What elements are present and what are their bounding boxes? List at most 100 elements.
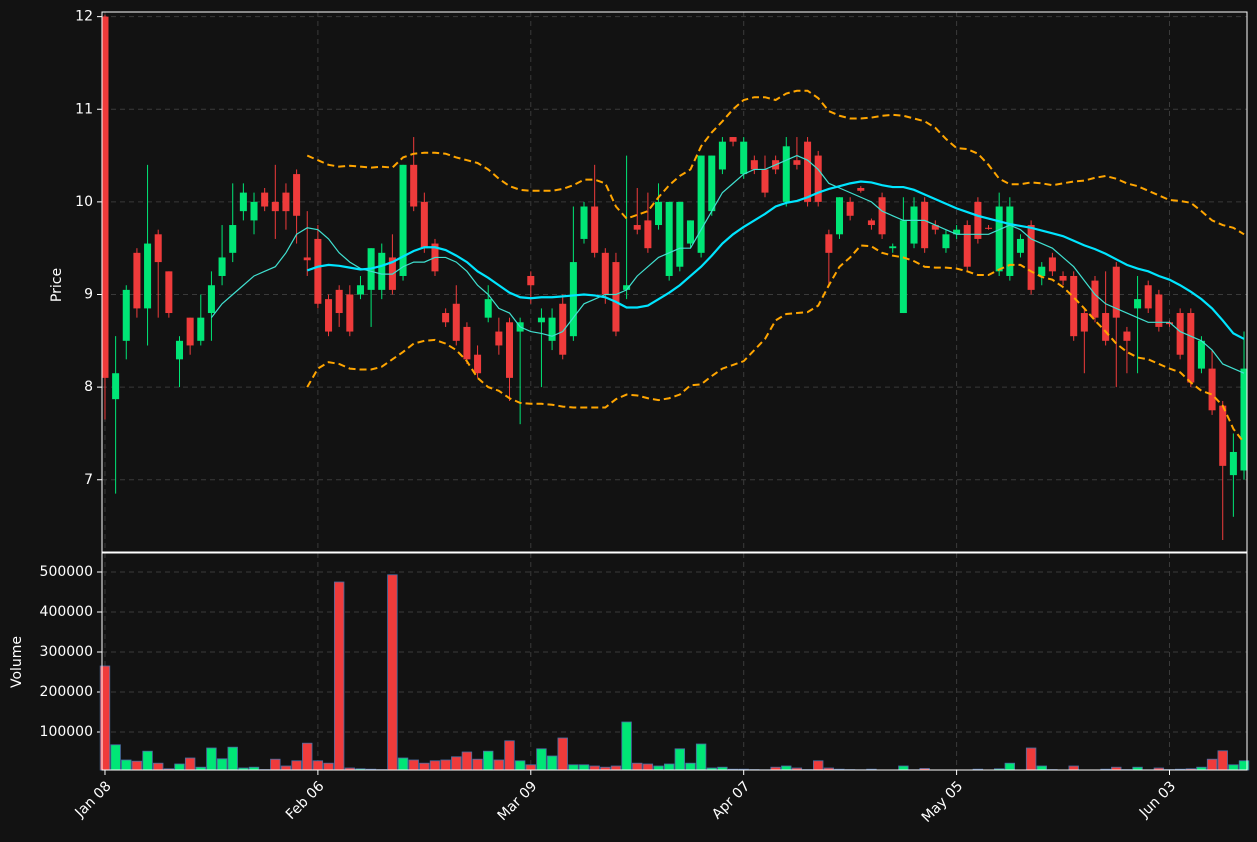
candle-body bbox=[867, 220, 875, 226]
candle-body bbox=[655, 201, 663, 226]
volume-bar bbox=[557, 737, 568, 771]
volume-bar bbox=[174, 763, 185, 771]
y-axis-label: Price bbox=[49, 268, 65, 302]
candle-body bbox=[250, 201, 258, 221]
candle-body bbox=[442, 313, 450, 323]
candle-body bbox=[686, 220, 694, 244]
y-tick-label: 500000 bbox=[40, 564, 93, 580]
overlay-line bbox=[210, 154, 1245, 374]
overlay-line bbox=[306, 180, 1245, 340]
volume-bar bbox=[419, 762, 430, 771]
candle-body bbox=[846, 201, 854, 216]
candle-body bbox=[1134, 299, 1142, 309]
volume-bar bbox=[227, 746, 238, 771]
candle-body bbox=[1176, 313, 1184, 355]
y-tick-label: 9 bbox=[84, 287, 93, 303]
candle-body bbox=[825, 234, 833, 253]
volume-bar bbox=[653, 765, 664, 771]
candle-body bbox=[495, 331, 503, 346]
candle-body bbox=[537, 317, 545, 323]
volume-bar bbox=[621, 721, 632, 771]
volume-bar bbox=[898, 765, 909, 771]
candle-body bbox=[921, 201, 929, 249]
y-tick-label: 400000 bbox=[40, 604, 93, 620]
volume-bar bbox=[514, 760, 526, 771]
volume-bar bbox=[131, 760, 143, 771]
candle-body bbox=[1240, 368, 1248, 471]
volume-bar bbox=[1217, 750, 1228, 771]
candle-body bbox=[101, 16, 109, 378]
volume-bar bbox=[397, 757, 409, 771]
volume-bar bbox=[1036, 765, 1047, 771]
candle-body bbox=[793, 160, 801, 165]
candle-body bbox=[953, 229, 961, 235]
volume-bar bbox=[153, 762, 164, 771]
candle-body bbox=[580, 206, 588, 239]
candle-body bbox=[1112, 266, 1120, 318]
y-tick-label: 11 bbox=[75, 101, 93, 117]
volume-bar bbox=[110, 744, 121, 771]
candle-body bbox=[729, 137, 737, 142]
candle-body bbox=[1219, 405, 1227, 466]
volume-bar bbox=[184, 757, 196, 771]
candle-body bbox=[356, 285, 364, 295]
candle-body bbox=[1155, 294, 1163, 327]
candle-body bbox=[740, 141, 748, 175]
volume-bar bbox=[323, 762, 334, 771]
candle-body bbox=[474, 354, 482, 374]
volume-bar bbox=[440, 759, 451, 771]
y-tick-label: 7 bbox=[84, 472, 93, 488]
candle-body bbox=[1080, 313, 1088, 332]
overlay-line bbox=[306, 89, 1245, 236]
candle-body bbox=[197, 317, 205, 341]
volume-bar bbox=[333, 581, 345, 771]
volume-bar bbox=[1025, 747, 1037, 771]
candle-body bbox=[1038, 266, 1046, 276]
candle-body bbox=[857, 187, 865, 191]
volume-bar bbox=[312, 760, 324, 771]
volume-bar bbox=[642, 763, 654, 771]
candle-body bbox=[878, 197, 886, 235]
candle-body bbox=[1027, 225, 1035, 290]
candle-body bbox=[1006, 206, 1014, 276]
candle-body bbox=[750, 160, 758, 170]
volume-bar bbox=[1004, 762, 1016, 771]
candle-body bbox=[591, 206, 599, 253]
candle-body bbox=[186, 317, 194, 346]
candle-body bbox=[974, 201, 982, 239]
candle-body bbox=[122, 289, 130, 341]
candle-body bbox=[207, 285, 215, 314]
candle-body bbox=[261, 192, 269, 207]
volume-bar bbox=[291, 760, 302, 771]
volume-bar bbox=[685, 762, 696, 771]
candle-body bbox=[931, 225, 939, 230]
candle-body bbox=[697, 155, 705, 253]
candle-body bbox=[1229, 451, 1237, 476]
volume-bar bbox=[461, 751, 473, 771]
volume-bar bbox=[568, 764, 579, 771]
volume-bar bbox=[493, 759, 505, 771]
candle-body bbox=[963, 225, 971, 267]
candle-body bbox=[154, 234, 162, 263]
y-tick-label: 8 bbox=[84, 379, 93, 395]
volume-bar bbox=[1068, 765, 1079, 771]
candle-body bbox=[239, 192, 247, 212]
candle-body bbox=[314, 238, 322, 304]
candle-body bbox=[718, 141, 726, 170]
candle-body bbox=[1165, 322, 1174, 325]
volume-bar bbox=[472, 758, 483, 771]
volume-bar bbox=[695, 743, 707, 771]
volume-bar bbox=[589, 765, 600, 771]
candle-body bbox=[303, 257, 311, 261]
volume-bar bbox=[632, 762, 643, 771]
candle-body bbox=[1144, 285, 1152, 309]
y-tick-label: 200000 bbox=[40, 684, 93, 700]
volume-bar bbox=[142, 750, 153, 771]
price-panel-frame bbox=[101, 11, 1248, 553]
volume-bar bbox=[525, 764, 536, 771]
volume-bar bbox=[408, 759, 419, 771]
candle-body bbox=[601, 252, 609, 295]
